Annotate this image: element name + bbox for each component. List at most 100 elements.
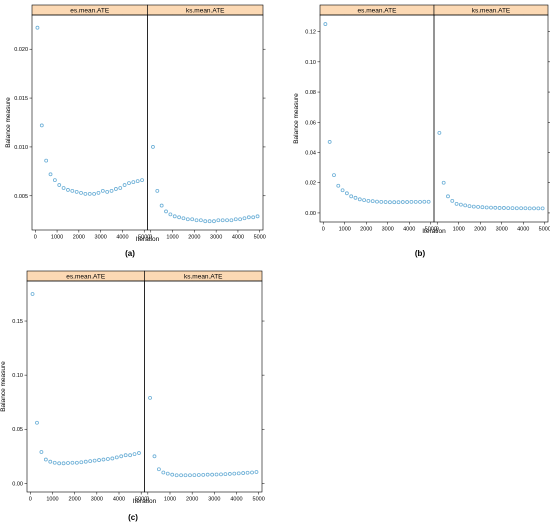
data-point [196,473,201,477]
x-tick-label: 3000 [91,497,103,503]
data-point [43,457,48,462]
data-point [375,199,379,204]
data-point [172,214,177,219]
data-point [164,209,168,214]
data-point [454,201,459,206]
data-point [207,219,212,224]
data-point [83,459,88,464]
data-point [74,460,79,465]
x-tick-label: 2000 [474,227,486,233]
data-point [140,178,144,183]
y-tick-label: 0.05 [12,427,23,433]
x-tick-label: 5000 [254,235,266,241]
data-point [480,205,485,210]
data-point [66,461,70,465]
data-point [238,217,243,222]
data-point [161,470,166,475]
data-point [458,202,463,207]
data-point [57,461,62,466]
facet-strip-label: es.mean.ATE [358,7,398,14]
x-tick-label: 4000 [230,497,242,503]
data-point [523,206,528,211]
y-axis-label: Balance measure [5,97,12,148]
y-tick-label: 0.08 [305,90,316,96]
data-point [251,215,256,220]
data-point [255,214,260,219]
data-point [383,200,388,204]
data-point [497,206,502,210]
y-tick-label: 0.00 [305,211,316,217]
data-point [177,215,181,220]
data-point [502,206,506,210]
data-point [227,472,232,476]
panel-caption: (c) [128,513,138,522]
data-point [450,198,455,203]
data-point [52,460,57,465]
data-point [205,472,210,477]
data-point [192,473,197,478]
data-point [216,218,221,223]
data-point [132,452,137,457]
data-point [426,199,431,204]
data-point [519,206,524,211]
data-point [336,183,341,188]
y-tick-label: 0.12 [305,30,316,36]
data-point [340,188,345,193]
x-tick-label: 5000 [539,227,550,233]
data-point [219,472,223,477]
x-tick-label: 3000 [95,235,107,241]
x-tick-label: 2000 [186,497,198,503]
data-point [97,458,101,462]
data-point [489,205,493,210]
data-point [100,189,105,193]
data-point [493,205,498,210]
data-point [170,472,175,477]
data-point [370,199,375,204]
x-tick-label: 4000 [113,497,125,503]
data-point [70,460,75,465]
x-tick-label: 0 [146,497,149,503]
data-point [114,455,119,460]
data-point [198,218,203,223]
panel-caption: (b) [415,249,426,258]
data-point [201,473,206,477]
y-tick-label: 0.10 [12,373,23,379]
data-point [165,471,170,476]
x-tick-label: 5000 [425,227,437,233]
data-point [540,206,545,211]
data-point [179,473,183,478]
x-tick-label: 2000 [188,235,200,241]
data-point [188,473,192,478]
data-point [379,200,384,204]
x-tick-label: 3000 [382,227,394,233]
x-axis-label: Iteration [136,236,160,243]
facet-frame [144,280,263,493]
data-point [190,217,195,222]
data-point [57,183,62,187]
x-tick-label: 1000 [166,235,178,241]
data-point [48,172,53,177]
data-point [135,179,140,184]
data-point [122,183,127,187]
data-point [66,188,70,192]
data-point [413,200,418,204]
y-tick-label: 0.005 [14,194,28,200]
y-tick-label: 0.010 [14,145,28,151]
x-tick-label: 1000 [51,235,63,241]
data-point [35,420,39,425]
y-tick-label: 0.04 [305,150,316,156]
data-point [418,200,422,204]
data-point [233,217,238,222]
data-point [437,130,442,135]
data-point [148,395,152,400]
x-tick-label: 0 [34,235,37,241]
x-tick-label: 5000 [253,497,265,503]
data-point [79,190,83,195]
data-point [61,461,66,466]
data-point [119,454,124,459]
data-point [353,195,358,200]
data-point [123,453,128,458]
data-point [250,470,254,475]
data-point [246,215,251,220]
x-tick-label: 4000 [232,235,244,241]
